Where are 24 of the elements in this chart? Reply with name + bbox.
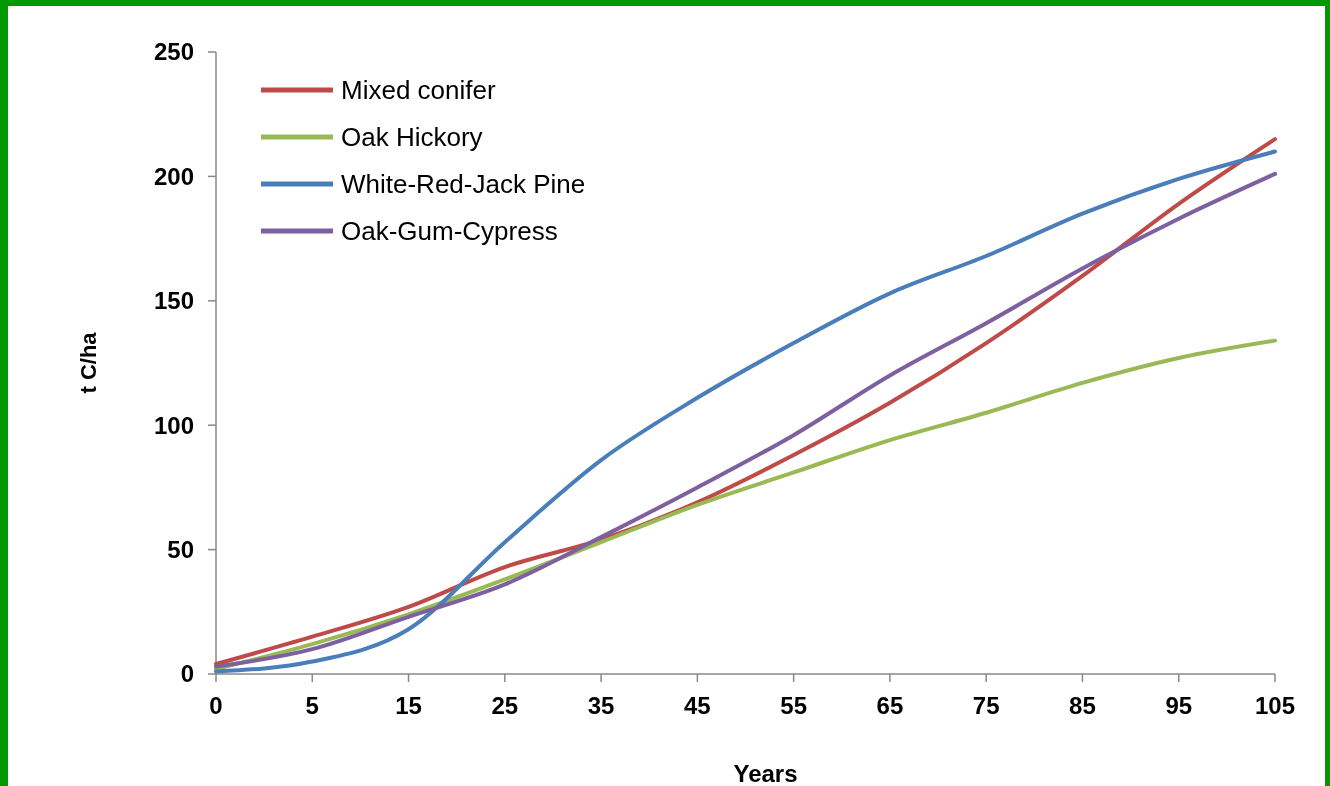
x-tick-label: 55: [780, 692, 807, 719]
y-axis-title: t C/ha: [76, 331, 101, 394]
legend-label: White-Red-Jack Pine: [341, 169, 586, 200]
y-tick-label: 250: [153, 38, 194, 66]
x-tick-label: 75: [972, 692, 1000, 719]
x-tick-label: 65: [876, 692, 904, 719]
legend-label: Oak-Gum-Cypress: [341, 216, 558, 247]
y-tick-label: 150: [153, 287, 194, 315]
y-tick-label: 50: [167, 536, 194, 563]
x-tick-label: 15: [395, 692, 422, 719]
x-tick-label: 105: [1254, 692, 1296, 719]
x-tick-label: 0: [209, 692, 223, 719]
y-tick-label: 100: [153, 411, 194, 439]
x-axis-title: Years: [733, 760, 798, 786]
legend-label: Oak Hickory: [341, 122, 483, 153]
y-tick-label: 200: [153, 162, 194, 190]
x-tick-label: 25: [491, 692, 519, 719]
legend-label: Mixed conifer: [341, 75, 496, 106]
x-tick-label: 85: [1069, 692, 1096, 719]
x-tick-label: 95: [1165, 692, 1193, 719]
x-tick-label: 35: [587, 692, 615, 719]
y-tick-label: 0: [180, 660, 194, 688]
x-tick-label: 5: [305, 692, 319, 719]
x-tick-label: 45: [684, 692, 711, 719]
